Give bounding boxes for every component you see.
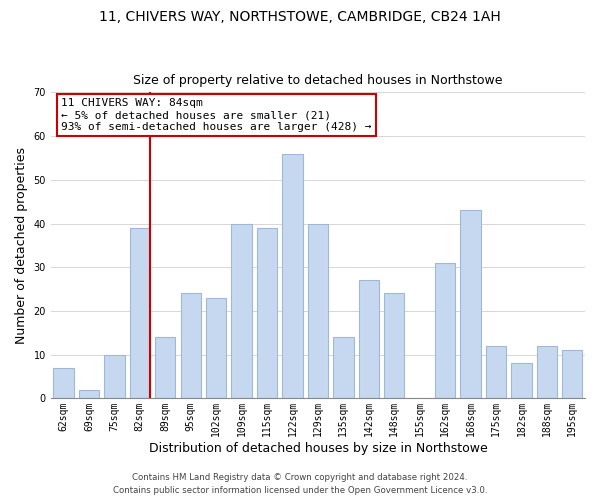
Bar [562, 350, 583, 399]
Bar [257, 228, 277, 398]
Bar [511, 364, 532, 398]
Bar [536, 346, 557, 399]
Bar [486, 346, 506, 399]
Bar [359, 280, 379, 398]
Bar [384, 294, 404, 399]
Text: Contains HM Land Registry data © Crown copyright and database right 2024.
Contai: Contains HM Land Registry data © Crown c… [113, 474, 487, 495]
Bar [308, 224, 328, 398]
Bar [53, 368, 74, 398]
Bar [104, 354, 125, 399]
Bar [282, 154, 302, 398]
Title: Size of property relative to detached houses in Northstowe: Size of property relative to detached ho… [133, 74, 503, 87]
Text: 11, CHIVERS WAY, NORTHSTOWE, CAMBRIDGE, CB24 1AH: 11, CHIVERS WAY, NORTHSTOWE, CAMBRIDGE, … [99, 10, 501, 24]
Bar [333, 337, 353, 398]
Bar [435, 263, 455, 398]
Bar [181, 294, 201, 399]
Bar [79, 390, 99, 398]
X-axis label: Distribution of detached houses by size in Northstowe: Distribution of detached houses by size … [149, 442, 487, 455]
Y-axis label: Number of detached properties: Number of detached properties [15, 147, 28, 344]
Bar [130, 228, 150, 398]
Text: 11 CHIVERS WAY: 84sqm
← 5% of detached houses are smaller (21)
93% of semi-detac: 11 CHIVERS WAY: 84sqm ← 5% of detached h… [61, 98, 372, 132]
Bar [155, 337, 175, 398]
Bar [460, 210, 481, 398]
Bar [232, 224, 252, 398]
Bar [206, 298, 226, 398]
